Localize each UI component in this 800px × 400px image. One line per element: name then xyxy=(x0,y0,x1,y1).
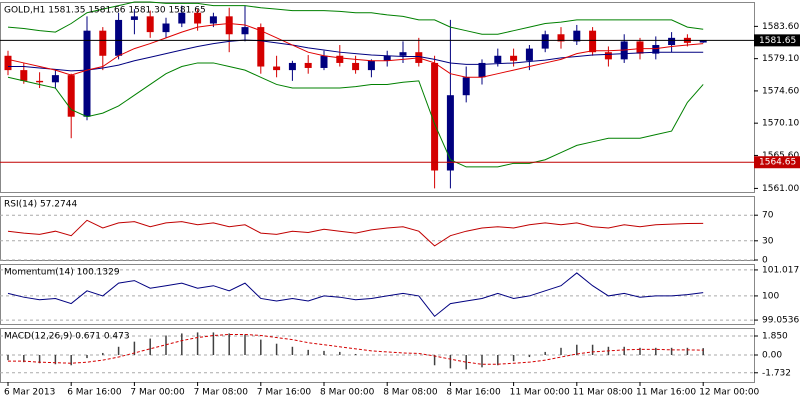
candle-body xyxy=(510,55,518,61)
y-tick-label: 99.0536 xyxy=(762,316,799,326)
y-tick-label: 101.0177 xyxy=(762,265,800,275)
x-tick-label: 7 Mar 00:00 xyxy=(130,388,185,398)
y-tick-label: 70 xyxy=(762,211,774,221)
candle-body xyxy=(20,70,28,81)
panel-title: RSI(14) 57.2744 xyxy=(4,200,77,210)
y-tick-label: 0.00 xyxy=(762,351,782,361)
candle-body xyxy=(573,30,581,42)
y-tick-label: 1574.60 xyxy=(762,86,799,96)
candle-body xyxy=(115,19,123,56)
x-tick-label: 8 Mar 00:00 xyxy=(320,388,375,398)
candle-body xyxy=(478,62,486,78)
candle-body xyxy=(225,16,233,35)
candle-body xyxy=(652,45,660,54)
candle-body xyxy=(399,52,407,56)
indicator-line xyxy=(7,1,704,35)
candle-body xyxy=(146,16,154,33)
indicator-line xyxy=(7,62,704,168)
panel-frame xyxy=(0,264,755,325)
x-tick-label: 6 Mar 2013 xyxy=(4,388,55,398)
candle-body xyxy=(367,60,375,71)
candle-body xyxy=(99,30,107,56)
y-tick-label: 1.850 xyxy=(762,332,788,342)
price-label: 1581.65 xyxy=(759,36,796,46)
panel-title: GOLD,H1 1581.35 1581.66 1581.30 1581.65 xyxy=(4,6,206,16)
x-tick-label: 11 Mar 16:00 xyxy=(636,388,696,398)
x-tick-label: 8 Mar 08:00 xyxy=(383,388,438,398)
candle-body xyxy=(494,55,502,63)
y-tick-label: 100 xyxy=(762,291,779,301)
candle-body xyxy=(352,62,360,71)
y-tick-label: 1583.60 xyxy=(762,22,799,32)
candle-body xyxy=(36,80,44,83)
y-tick-label: 1561.00 xyxy=(762,184,799,194)
candle-body xyxy=(83,30,91,117)
x-tick-label: 7 Mar 08:00 xyxy=(194,388,249,398)
candle-body xyxy=(557,34,565,42)
indicator-line xyxy=(7,23,704,78)
x-tick-label: 6 Mar 16:00 xyxy=(67,388,122,398)
indicator-line xyxy=(7,272,704,318)
y-tick-label: 0 xyxy=(762,256,768,266)
candle-body xyxy=(304,62,312,68)
candle-body xyxy=(194,12,202,24)
panel-frame xyxy=(0,196,755,261)
candle-body xyxy=(668,37,676,46)
candle-body xyxy=(178,12,186,24)
x-tick-label: 8 Mar 16:00 xyxy=(446,388,501,398)
candle-body xyxy=(4,55,12,71)
candle-body xyxy=(541,34,549,49)
candle-body xyxy=(288,62,296,71)
candle-body xyxy=(636,41,644,54)
y-tick-label: 1570.10 xyxy=(762,119,799,129)
candle-body xyxy=(130,16,138,20)
candle-body xyxy=(604,52,612,60)
candle-body xyxy=(589,30,597,53)
candle-body xyxy=(209,16,217,24)
candle-body xyxy=(241,27,249,35)
x-tick-label: 12 Mar 00:00 xyxy=(699,388,759,398)
candle-body xyxy=(699,40,707,43)
x-tick-label: 11 Mar 08:00 xyxy=(573,388,633,398)
candle-body xyxy=(336,55,344,63)
price-label: 1564.65 xyxy=(759,158,796,168)
candle-body xyxy=(162,23,170,33)
y-tick-label: 30 xyxy=(762,236,774,246)
indicator-line xyxy=(8,333,704,365)
candle-body xyxy=(257,27,265,67)
y-tick-label: 1565.60 xyxy=(762,151,799,161)
candle-body xyxy=(462,77,470,96)
candle-body xyxy=(383,55,391,61)
price-label-box xyxy=(754,34,800,47)
candle-body xyxy=(320,55,328,68)
price-label-box xyxy=(754,156,800,169)
y-tick-label: -1.732 xyxy=(762,368,791,378)
panel-title: Momentum(14) 100.1329 xyxy=(4,268,120,278)
panel-frame xyxy=(0,2,755,193)
candle-body xyxy=(67,75,75,117)
x-tick-label: 11 Mar 00:00 xyxy=(510,388,570,398)
candle-body xyxy=(446,95,454,171)
candle-body xyxy=(431,62,439,171)
x-tick-label: 7 Mar 16:00 xyxy=(257,388,312,398)
panel-title: MACD(12,26,9) 0.671 0.473 xyxy=(4,332,130,342)
candle-body xyxy=(51,75,59,83)
indicator-line xyxy=(7,219,704,247)
candle-body xyxy=(273,66,281,71)
y-tick-label: 1579.10 xyxy=(762,54,799,64)
candle-body xyxy=(525,48,533,61)
indicator-line xyxy=(8,39,704,72)
